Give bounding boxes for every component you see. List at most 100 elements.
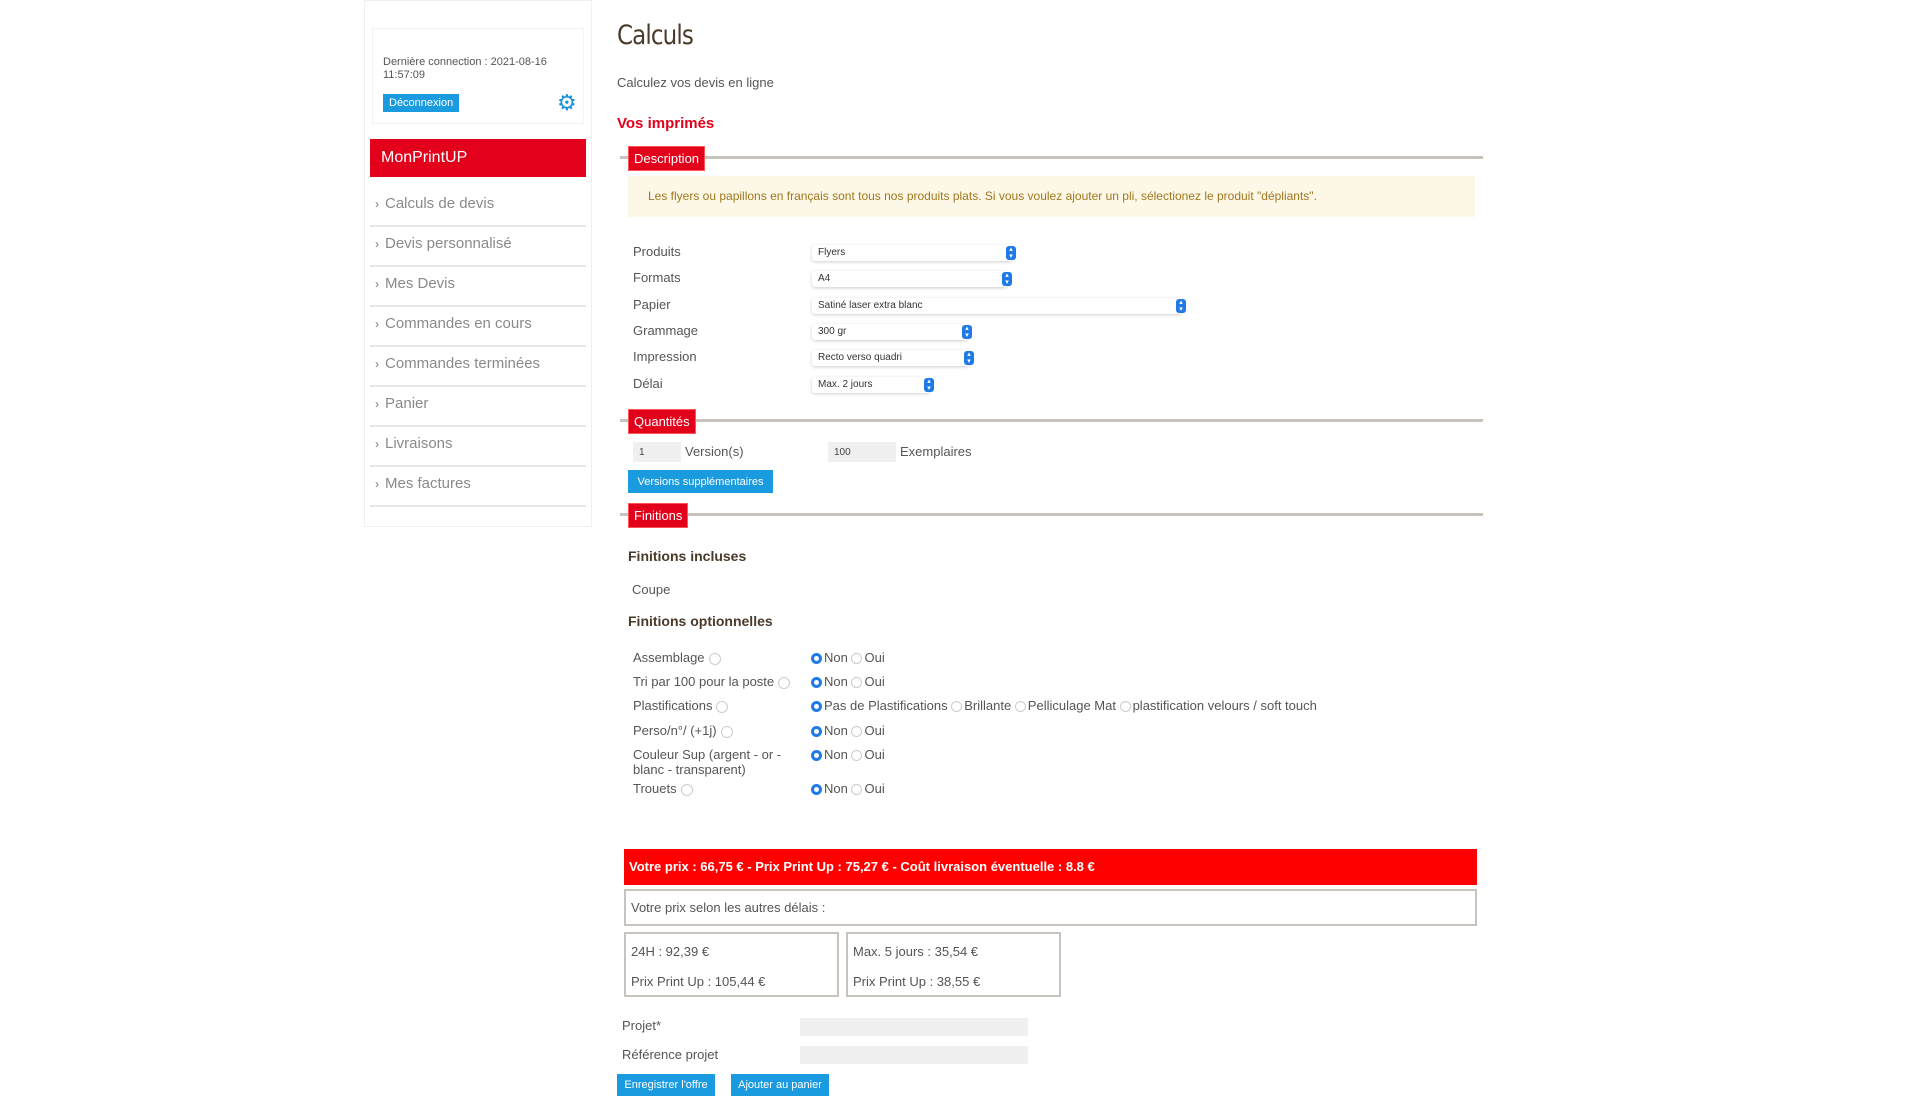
radio-button[interactable] [851,726,863,738]
versions-label: Version(s) [685,444,744,459]
radio-button[interactable] [951,701,963,713]
radio-option[interactable]: Non [811,723,848,738]
included-finishes-title: Finitions incluses [628,548,747,564]
project-input[interactable] [800,1018,1028,1036]
radio-option[interactable]: Brillante [951,698,1011,713]
radio-option[interactable]: Pelliculage Mat [1014,698,1116,713]
help-icon[interactable] [680,783,693,796]
radio-button[interactable] [811,653,822,665]
radio-option[interactable]: Oui [851,781,885,796]
logout-button[interactable]: Déconnexion [383,94,460,112]
select-value: A4 [818,273,831,285]
other-delays-box: Votre prix selon les autres délais : [624,889,1477,926]
sidebar-item-label: Mes Devis [385,275,456,292]
add-to-cart-button[interactable]: Ajouter au panier [731,1074,829,1096]
radio-button[interactable] [811,750,822,762]
radio-option[interactable]: Oui [851,723,885,738]
select-arrows-icon: ▴ ▾ [924,377,934,392]
price-summary: Votre prix : 66,75 € - Prix Print Up : 7… [624,849,1477,885]
select-value: Recto verso quadri [818,352,902,364]
option-label: Plastifications [633,698,713,713]
field-label: Formats [633,270,681,286]
help-icon[interactable] [778,676,791,689]
help-icon[interactable] [720,725,733,738]
field-label: Produits [633,244,681,259]
radio-label: Non [824,747,848,762]
sidebar-item[interactable]: › Livraisons [370,427,586,467]
option-label: Assemblage [633,650,705,665]
radio-label: Oui [864,723,885,738]
versions-input[interactable] [633,442,681,462]
sidebar-item[interactable]: › Panier [370,387,586,427]
field-label: Impression [633,349,697,365]
radio-button[interactable] [851,784,863,796]
radio-button[interactable] [811,726,822,738]
select-arrows-icon: ▴ ▾ [1002,272,1012,287]
extra-versions-button[interactable]: Versions supplémentaires [628,470,773,493]
help-icon[interactable] [716,700,729,713]
sidebar-item[interactable]: › Commandes en cours [370,307,586,347]
option-label: Tri par 100 pour la poste [633,674,775,689]
copies-label: Exemplaires [900,444,972,459]
radio-button[interactable] [851,677,863,689]
radio-option[interactable]: Non [811,674,848,689]
sidebar-item[interactable]: › Mes factures [370,467,586,507]
radio-label: Non [824,723,848,738]
sidebar-item[interactable]: › Devis personnalisé [370,227,586,267]
sidebar-item-label: Panier [385,395,429,412]
radio-option[interactable]: Oui [851,747,885,762]
radio-button[interactable] [1014,701,1026,713]
radio-label: Oui [864,650,885,665]
radio-button[interactable] [811,701,822,713]
section-title: Vos imprimés [617,115,715,132]
sidebar-item[interactable]: › Commandes terminées [370,347,586,387]
gear-icon[interactable]: ⚙ [557,90,577,115]
page-title: Calculs [617,20,694,51]
select-arrows-icon: ▴ ▾ [1176,298,1186,313]
copies-input[interactable] [828,442,896,462]
radio-label: Oui [864,781,885,796]
radio-button[interactable] [811,677,822,689]
field-select[interactable]: 300 gr ▴ ▾ [812,323,972,340]
radio-option[interactable]: Non [811,781,848,796]
chevron-right-icon: › [375,397,379,411]
select-arrows-icon: ▴ ▾ [964,351,974,366]
field-select[interactable]: Satiné laser extra blanc ▴ ▾ [812,297,1186,314]
radio-label: Non [824,650,848,665]
sidebar-item[interactable]: › Calculs de devis [370,187,586,227]
field-select[interactable]: Flyers ▴ ▾ [812,245,1016,261]
radio-option[interactable]: Oui [851,650,885,665]
select-arrows-icon: ▴ ▾ [1006,246,1016,260]
field-label: Papier [633,296,671,312]
radio-option[interactable]: Non [811,747,848,762]
sidebar-item[interactable]: › Mes Devis [370,267,586,307]
save-offer-button[interactable]: Enregistrer l'offre [617,1074,715,1096]
chevron-right-icon: › [375,317,379,331]
chevron-right-icon: › [375,437,379,451]
radio-option[interactable]: Pas de Plastifications [811,698,948,713]
radio-label: plastification velours / soft touch [1132,698,1317,713]
field-select[interactable]: Recto verso quadri ▴ ▾ [812,350,974,367]
help-icon[interactable] [708,652,721,665]
brand-header: MonPrintUP [370,139,586,177]
radio-button[interactable] [851,653,863,665]
other-delays-label: Votre prix selon les autres délais : [631,900,826,915]
radio-label: Oui [864,674,885,689]
radio-button[interactable] [851,750,863,762]
radio-option[interactable]: Non [811,650,848,665]
field-select[interactable]: Max. 2 jours ▴ ▾ [812,376,934,393]
divider [620,513,1483,516]
alt-printup-price: Prix Print Up : 38,55 € [853,974,981,989]
field-select[interactable]: A4 ▴ ▾ [812,271,1012,288]
option-label: Couleur Sup (argent - or - blanc - trans… [633,747,782,777]
radio-option[interactable]: Oui [851,674,885,689]
reference-input[interactable] [800,1046,1028,1064]
radio-button[interactable] [1119,701,1131,713]
radio-label: Pas de Plastifications [824,698,948,713]
radio-label: Brillante [964,698,1012,713]
sidebar-item-label: Calculs de devis [385,195,495,212]
select-value: Max. 2 jours [818,378,873,390]
radio-option[interactable]: plastification velours / soft touch [1119,698,1317,713]
radio-button[interactable] [811,784,822,796]
chevron-right-icon: › [375,357,379,371]
